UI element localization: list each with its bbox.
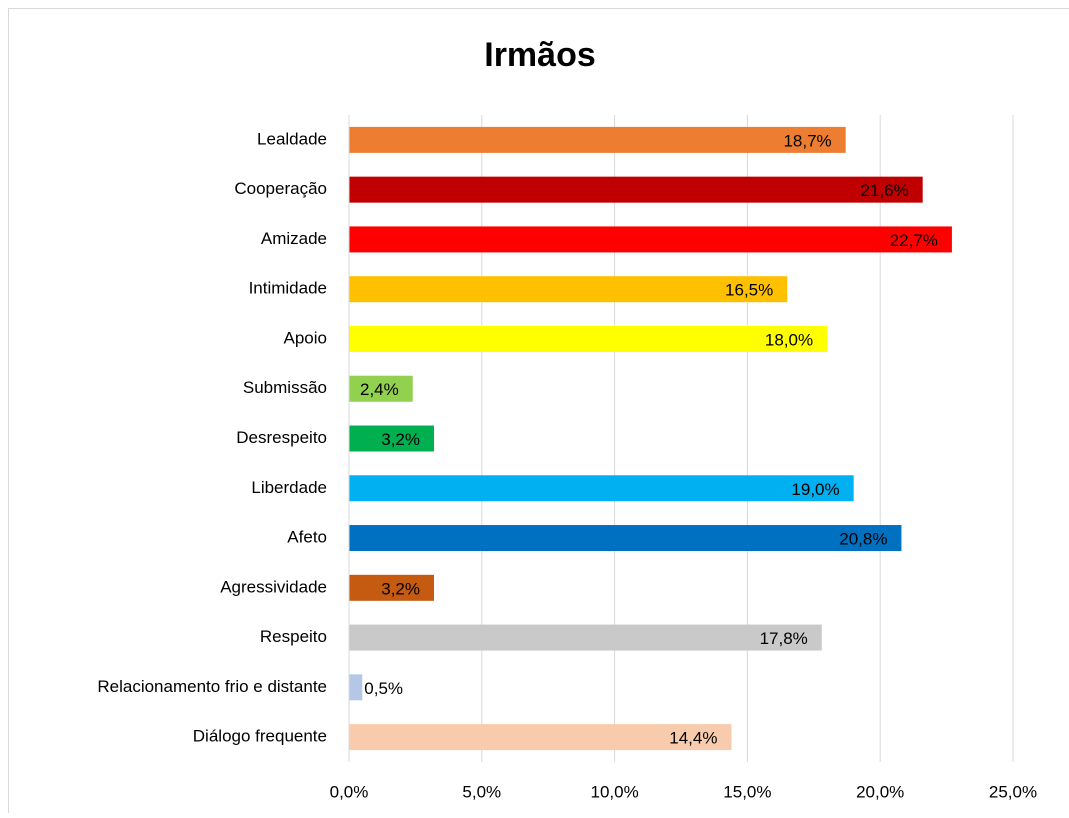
- x-tick-label: 0,0%: [330, 782, 369, 801]
- y-tick-label: Relacionamento frio e distante: [97, 677, 327, 696]
- data-label: 17,8%: [760, 629, 808, 648]
- data-label: 3,2%: [381, 579, 420, 598]
- data-label: 2,4%: [360, 380, 399, 399]
- bar: [349, 525, 901, 551]
- data-label: 22,7%: [890, 231, 938, 250]
- y-tick-label: Afeto: [287, 528, 327, 547]
- y-tick-label: Diálogo frequente: [193, 727, 327, 746]
- bar: [349, 127, 846, 153]
- x-tick-label: 20,0%: [856, 782, 904, 801]
- chart-title: Irmãos: [484, 36, 596, 74]
- y-tick-label: Intimidade: [249, 279, 327, 298]
- y-tick-label: Cooperação: [234, 179, 327, 198]
- data-label: 20,8%: [839, 530, 887, 549]
- y-tick-label: Submissão: [243, 378, 327, 397]
- y-tick-label: Lealdade: [257, 129, 327, 148]
- y-tick-label: Amizade: [261, 229, 327, 248]
- data-label: 19,0%: [791, 480, 839, 499]
- x-tick-label: 10,0%: [590, 782, 638, 801]
- x-tick-label: 5,0%: [462, 782, 501, 801]
- bar: [349, 326, 827, 352]
- bar: [349, 674, 362, 700]
- bar: [349, 475, 854, 501]
- x-tick-label: 25,0%: [989, 782, 1037, 801]
- y-tick-label: Liberdade: [251, 478, 327, 497]
- data-label: 21,6%: [860, 181, 908, 200]
- data-label: 14,4%: [669, 729, 717, 748]
- y-tick-label: Agressividade: [220, 577, 327, 596]
- data-label: 18,7%: [783, 131, 831, 150]
- bar: [349, 177, 923, 203]
- data-label: 18,0%: [765, 330, 813, 349]
- data-label: 3,2%: [381, 430, 420, 449]
- x-tick-label: 15,0%: [723, 782, 771, 801]
- bar: [349, 226, 952, 252]
- y-tick-label: Apoio: [284, 328, 327, 347]
- bar: [349, 625, 822, 651]
- data-label: 16,5%: [725, 281, 773, 300]
- y-tick-label: Desrespeito: [236, 428, 327, 447]
- data-label: 0,5%: [364, 679, 403, 698]
- bar: [349, 276, 787, 302]
- y-tick-label: Respeito: [260, 627, 327, 646]
